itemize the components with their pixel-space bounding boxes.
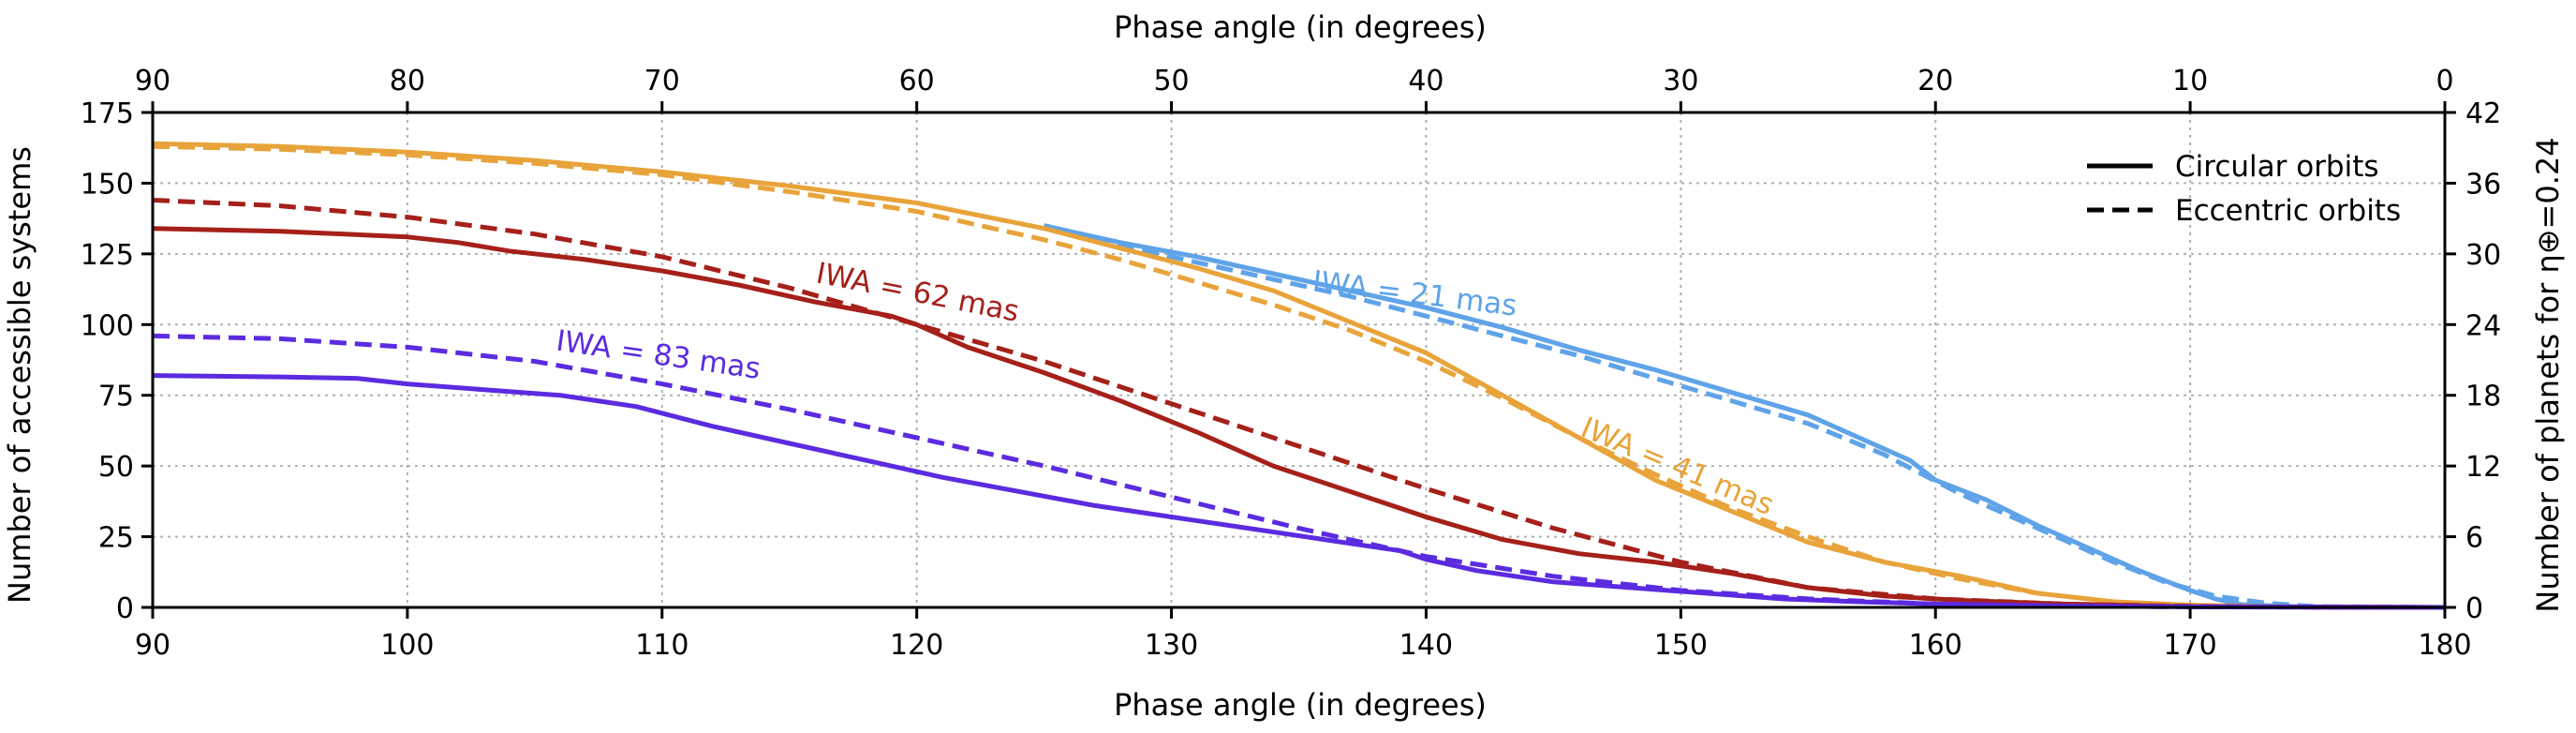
- x-tick-label: 170: [2163, 629, 2216, 662]
- top-tick-label: 60: [899, 65, 935, 97]
- series-line: [1043, 223, 2446, 610]
- ticks: 9090100801107012060130501404015030160201…: [81, 65, 2501, 662]
- y-tick-label: 50: [98, 451, 134, 484]
- x-tick-label: 140: [1399, 629, 1453, 662]
- x-tick-label: 120: [890, 629, 943, 662]
- y-tick-label: 150: [81, 168, 134, 201]
- right-tick-label: 36: [2465, 168, 2501, 201]
- y-tick-label: 0: [116, 592, 134, 625]
- top-tick-label: 10: [2172, 65, 2208, 97]
- right-tick-label: 30: [2465, 239, 2501, 272]
- right-tick-label: 0: [2465, 592, 2483, 625]
- right-tick-label: 24: [2465, 309, 2501, 342]
- top-tick-label: 30: [1663, 65, 1698, 97]
- x-tick-label: 150: [1654, 629, 1708, 662]
- bottom-axis-title: Phase angle (in degrees): [1114, 687, 1487, 723]
- x-tick-label: 110: [635, 629, 688, 662]
- y-tick-label: 25: [98, 522, 134, 555]
- right-axis-title: Number of planets for η⊕=0.24: [2530, 137, 2566, 612]
- legend-label-circular: Circular orbits: [2175, 150, 2379, 184]
- series-line: [152, 373, 2446, 610]
- series-line: [1044, 223, 2445, 610]
- x-tick-label: 180: [2418, 629, 2471, 662]
- top-tick-label: 90: [135, 65, 170, 97]
- iwa-annotation: IWA = 41 mas: [1576, 411, 1778, 522]
- legend-label-eccentric: Eccentric orbits: [2175, 194, 2401, 228]
- legend: Circular orbits Eccentric orbits: [2087, 150, 2401, 228]
- y-tick-label: 75: [98, 381, 134, 413]
- series-layer: [152, 141, 2446, 610]
- top-tick-label: 70: [644, 65, 680, 97]
- top-tick-label: 20: [1917, 65, 1953, 97]
- y-tick-label: 125: [81, 239, 134, 272]
- series-line: [152, 198, 2446, 610]
- plot-frame: [151, 111, 2447, 609]
- y-tick-label: 100: [81, 309, 134, 342]
- left-axis-title: Number of accessible systems: [2, 146, 37, 604]
- top-tick-label: 50: [1153, 65, 1189, 97]
- right-tick-label: 6: [2465, 522, 2483, 555]
- series-line: [152, 333, 2446, 610]
- right-tick-label: 12: [2465, 451, 2501, 484]
- right-tick-label: 18: [2465, 381, 2501, 413]
- grid: [152, 112, 2446, 608]
- top-axis-title: Phase angle (in degrees): [1114, 9, 1487, 45]
- y-tick-label: 175: [81, 97, 134, 130]
- iwa-annotation: IWA = 83 mas: [554, 324, 762, 386]
- x-tick-label: 130: [1145, 629, 1198, 662]
- x-tick-label: 90: [135, 629, 170, 662]
- iwa-annotation: IWA = 62 mas: [813, 257, 1021, 329]
- top-tick-label: 40: [1408, 65, 1443, 97]
- series-line: [152, 143, 2446, 610]
- right-tick-label: 42: [2465, 97, 2501, 130]
- x-tick-label: 100: [380, 629, 434, 662]
- top-tick-label: 80: [390, 65, 425, 97]
- x-tick-label: 160: [1909, 629, 1962, 662]
- top-tick-label: 0: [2435, 65, 2453, 97]
